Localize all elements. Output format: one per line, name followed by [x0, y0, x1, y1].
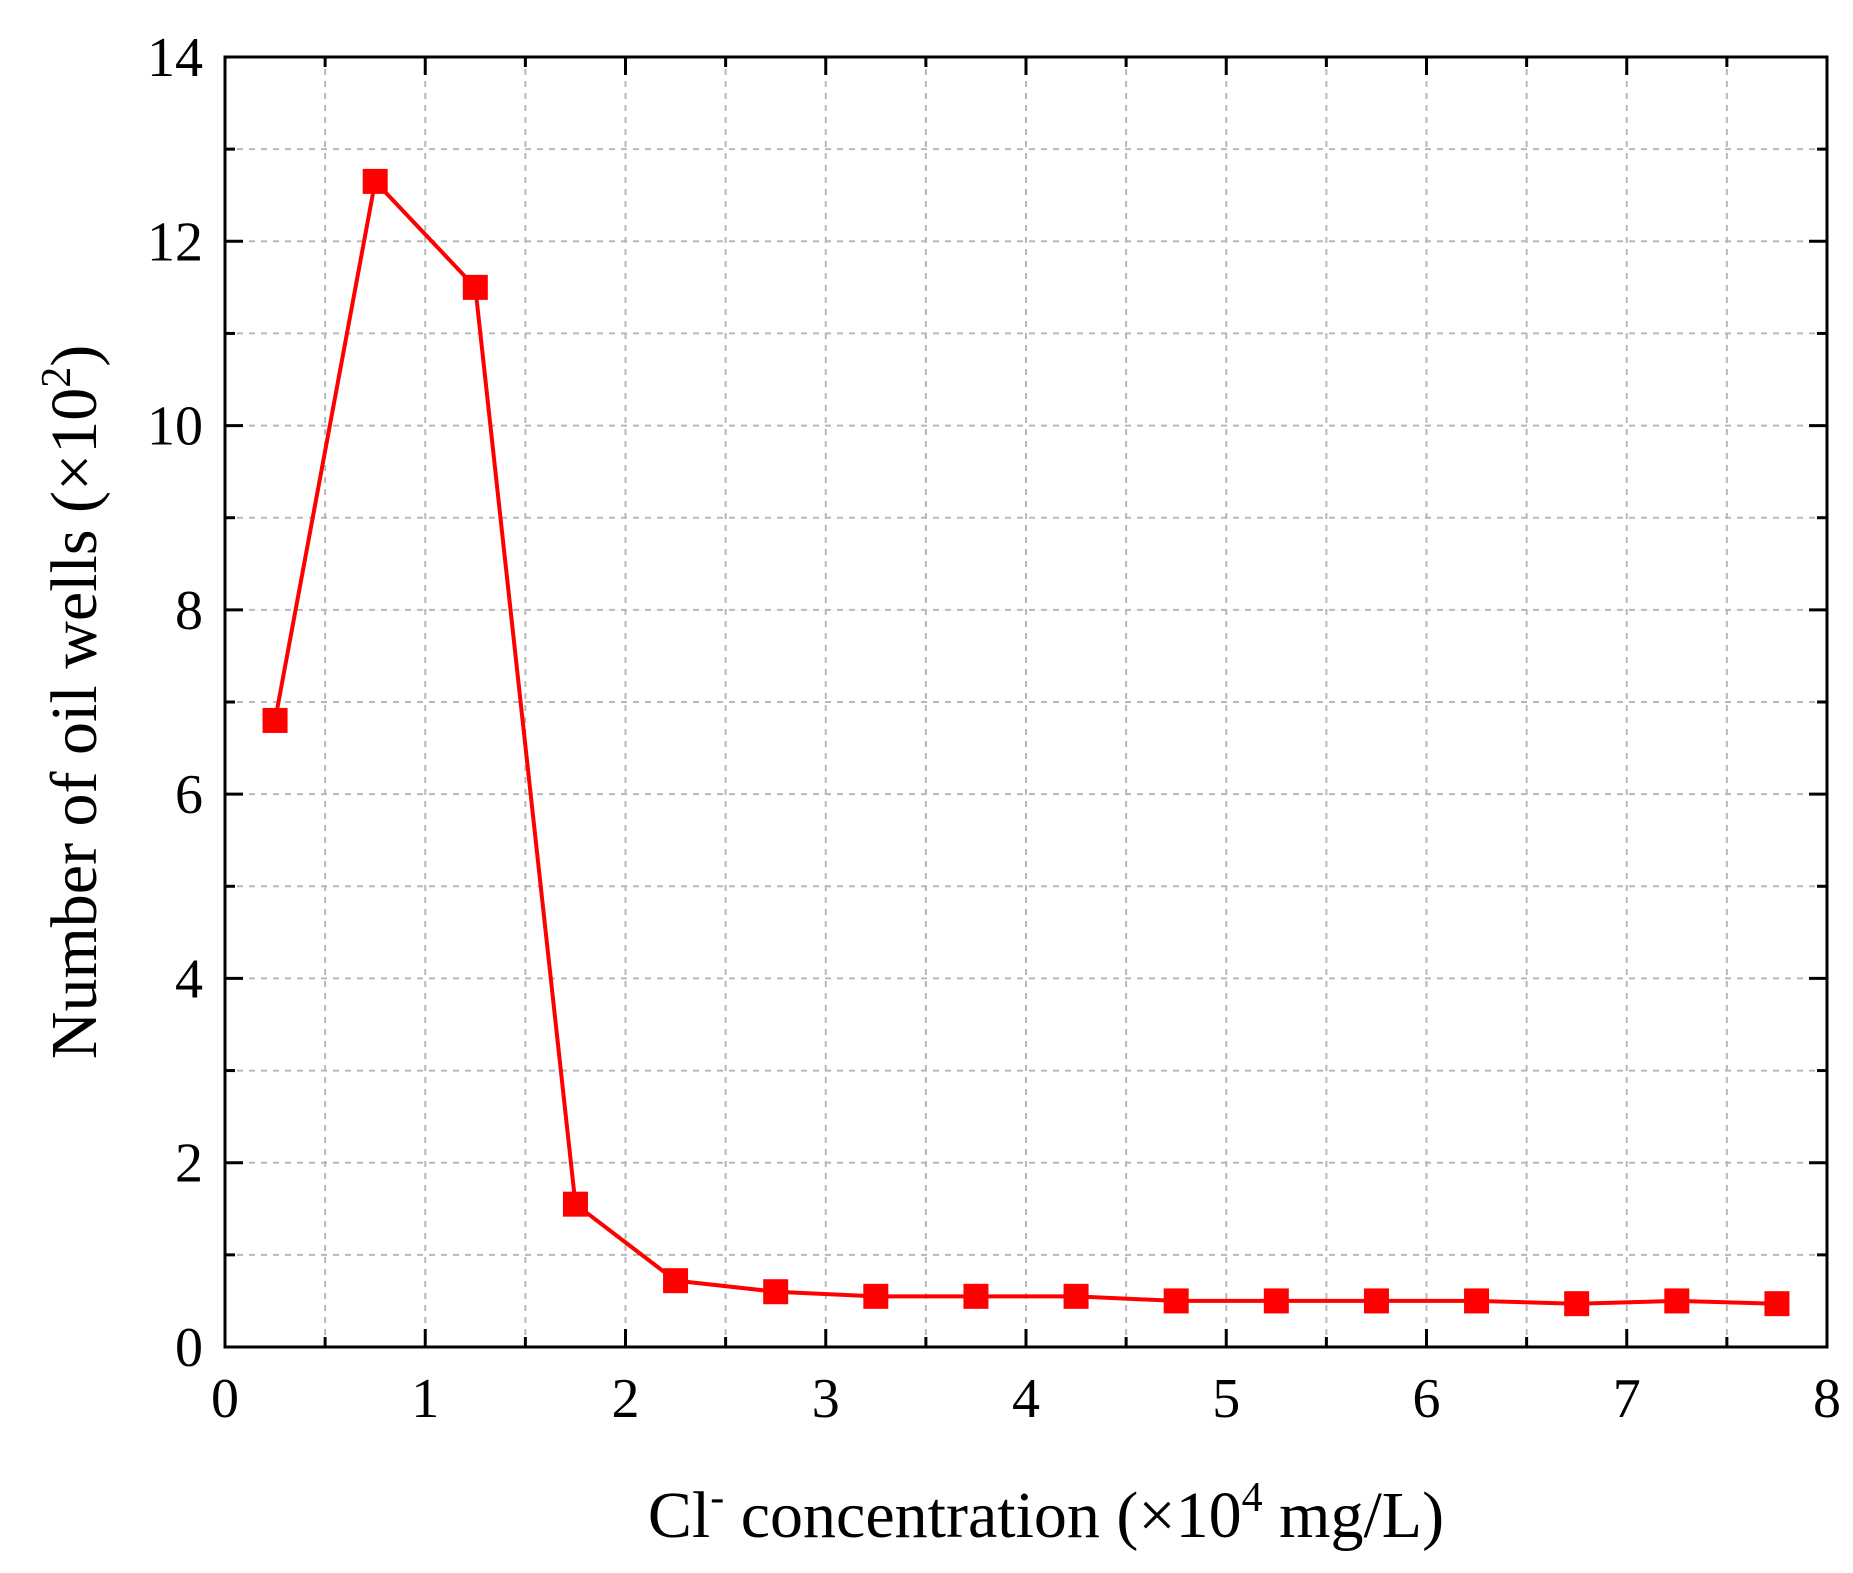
data-point-marker: [1664, 1288, 1690, 1314]
y-tick-label: 10: [147, 396, 203, 458]
y-tick-label: 2: [175, 1133, 203, 1195]
y-tick-label: 6: [175, 764, 203, 826]
data-point-marker: [262, 707, 288, 733]
x-axis-title-prefix: Cl: [648, 1479, 710, 1552]
x-tick-label: 2: [612, 1368, 640, 1430]
data-point-marker: [1163, 1288, 1189, 1314]
data-point-marker: [1063, 1283, 1089, 1309]
y-tick-label: 12: [147, 211, 203, 273]
data-point-marker: [1564, 1291, 1590, 1317]
x-tick-label: 3: [812, 1368, 840, 1430]
data-point-marker: [562, 1191, 588, 1217]
y-tick-label: 14: [147, 27, 203, 89]
x-axis-title-suffix: mg/L): [1263, 1479, 1444, 1552]
grid-layer: [225, 57, 1827, 1347]
x-tick-label: 6: [1413, 1368, 1441, 1430]
y-axis-title-exponent: 2: [34, 367, 80, 388]
x-axis-title-middle: concentration (×10: [724, 1479, 1241, 1552]
data-point-marker: [663, 1268, 689, 1294]
y-axis-title: Number of oil wells (×102): [34, 345, 111, 1059]
series-layer: [262, 168, 1790, 1317]
tick-layer: [223, 55, 1829, 1349]
y-axis-title-main: Number of oil wells (×10: [38, 388, 111, 1059]
y-tick-label: 4: [175, 948, 203, 1010]
data-point-marker: [863, 1283, 889, 1309]
x-tick-label: 4: [1012, 1368, 1040, 1430]
x-tick-label: 5: [1212, 1368, 1240, 1430]
data-point-marker: [362, 168, 388, 194]
data-point-marker: [1764, 1291, 1790, 1317]
data-point-marker: [462, 274, 488, 300]
x-tick-label: 8: [1813, 1368, 1841, 1430]
data-point-marker: [1263, 1288, 1289, 1314]
x-tick-label: 0: [211, 1368, 239, 1430]
data-point-marker: [1464, 1288, 1490, 1314]
y-axis-title-suffix: ): [38, 345, 111, 367]
x-tick-label: 1: [411, 1368, 439, 1430]
series-line: [273, 179, 1777, 1306]
data-point-marker: [763, 1279, 789, 1305]
x-axis-title-exponent: 4: [1242, 1475, 1263, 1521]
y-tick-label: 0: [175, 1317, 203, 1379]
x-axis-title-prefix-superscript: -: [710, 1475, 724, 1521]
plot-frame: [223, 55, 1829, 1349]
x-axis-title: Cl- concentration (×104 mg/L): [648, 1475, 1444, 1552]
data-point-marker: [963, 1283, 989, 1309]
y-tick-label: 8: [175, 580, 203, 642]
x-tick-label: 7: [1613, 1368, 1641, 1430]
data-point-marker: [1363, 1288, 1389, 1314]
